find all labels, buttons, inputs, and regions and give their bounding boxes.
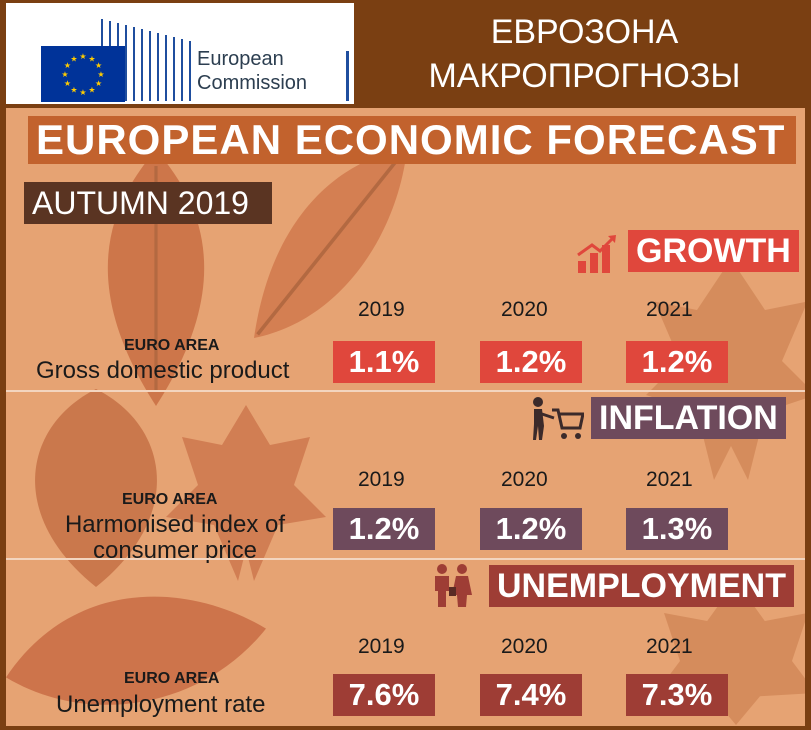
logo-accent-bar — [346, 51, 349, 101]
year-label: 2019 — [358, 468, 405, 491]
header-title-line-1: ЕВРОЗОНА — [490, 12, 679, 51]
region-label: EURO AREA — [124, 670, 220, 687]
flag-star-icon: ★ — [64, 79, 71, 88]
flag-star-icon: ★ — [79, 88, 86, 97]
commission-name: European Commission — [197, 47, 307, 95]
value-badge: 1.2% — [333, 508, 435, 550]
indicator-line-1: Harmonised index of — [64, 511, 286, 538]
indicator-label: Unemployment rate — [56, 692, 265, 718]
flag-star-icon: ★ — [95, 79, 102, 88]
header-title: ЕВРОЗОНА МАКРОПРОГНОЗЫ — [362, 3, 807, 104]
section-divider — [6, 390, 805, 392]
people-icon — [435, 564, 472, 607]
year-label: 2021 — [646, 298, 693, 321]
flag-star-icon: ★ — [70, 86, 77, 95]
value-badge: 1.2% — [626, 341, 728, 383]
season-badge: AUTUMN 2019 — [24, 182, 272, 224]
value-badge: 7.3% — [626, 674, 728, 716]
value-badge: 1.2% — [480, 341, 582, 383]
indicator-line-1: Unemployment rate — [56, 691, 266, 718]
flag-star-icon: ★ — [88, 86, 95, 95]
flag-star-icon: ★ — [97, 70, 104, 79]
year-label: 2021 — [646, 468, 693, 491]
region-label: EURO AREA — [122, 491, 218, 508]
section-divider — [6, 558, 805, 560]
eu-flag-icon: ★ ★★★★★★★★★★★ — [41, 46, 125, 102]
european-commission-logo: ★ ★ ★ ★ ★ ★ ★ ★ ★ ★ ★ ★ European Commission — [6, 3, 354, 104]
year-label: 2021 — [646, 635, 693, 658]
logo-line-1: European — [197, 48, 284, 70]
flag-star-icon: ★ — [88, 54, 95, 63]
indicator-label: Harmonised index of consumer price — [50, 512, 300, 564]
year-label: 2020 — [501, 298, 548, 321]
year-label: 2019 — [358, 635, 405, 658]
region-label: EURO AREA — [124, 337, 220, 354]
value-badge: 7.6% — [333, 674, 435, 716]
leaf-decoration-icon — [166, 405, 326, 581]
year-label: 2020 — [501, 468, 548, 491]
flag-star-icon: ★ — [70, 54, 77, 63]
unemployment-label: UNEMPLOYMENT — [489, 565, 794, 607]
growth-label: GROWTH — [628, 230, 799, 272]
growth-chart-icon — [577, 235, 616, 273]
value-badge: 1.2% — [480, 508, 582, 550]
inflation-label: INFLATION — [591, 397, 786, 439]
flag-star-icon: ★ — [61, 70, 68, 79]
leaf-decoration-icon — [6, 596, 266, 705]
year-label: 2020 — [501, 635, 548, 658]
leaf-decoration-icon — [254, 149, 407, 338]
year-label: 2019 — [358, 298, 405, 321]
indicator-line-1: Gross domestic product — [36, 357, 290, 384]
value-badge: 1.3% — [626, 508, 728, 550]
flag-star-icon: ★ — [79, 52, 86, 61]
flag-star-icon: ★ — [64, 61, 71, 70]
flag-star-icon: ★ — [95, 61, 102, 70]
logo-line-2: Commission — [197, 72, 308, 94]
value-badge: 1.1% — [333, 341, 435, 383]
indicator-label: Gross domestic product — [36, 358, 289, 384]
shopping-cart-person-icon — [533, 397, 584, 440]
header-title-line-2: МАКРОПРОГНОЗЫ — [428, 56, 741, 95]
infographic-title: EUROPEAN ECONOMIC FORECAST — [28, 116, 796, 164]
indicator-line-2: consumer price — [92, 537, 258, 564]
leaf-decoration-icon — [35, 389, 157, 587]
forecast-infographic: EUROPEAN ECONOMIC FORECAST AUTUMN 2019 G… — [6, 108, 805, 726]
value-badge: 7.4% — [480, 674, 582, 716]
